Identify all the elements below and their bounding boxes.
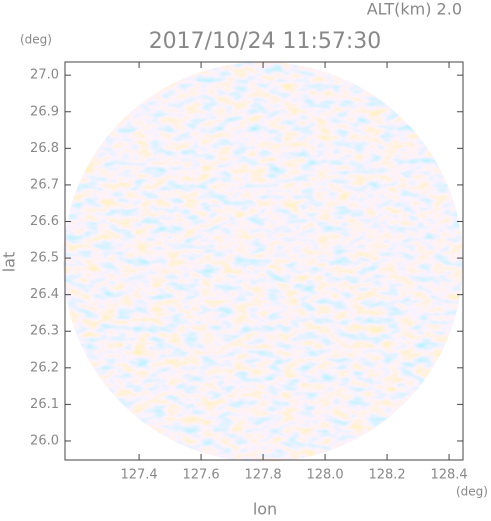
y-tick-label: 26.2 [30,360,59,375]
y-tick-label: 26.4 [30,287,59,302]
y-tick-label: 26.8 [30,141,59,156]
y-tick-label: 26.3 [30,324,59,339]
chart-title: 2017/10/24 11:57:30 [149,29,382,54]
y-tick-label: 26.5 [30,251,59,266]
radar-field [63,62,463,462]
x-tick-label: 128.4 [430,468,467,483]
x-unit: (deg) [456,485,488,499]
x-tick-label: 128.2 [368,468,405,483]
y-tick-label: 26.7 [30,177,59,192]
plot-frame [64,61,464,461]
x-axis-label: lon [253,500,277,519]
x-tick-label: 128.0 [306,468,343,483]
y-axis-label: lat [0,252,19,273]
x-tick-label: 127.4 [120,468,157,483]
y-tick-label: 27.0 [30,68,59,83]
y-tick-label: 26.9 [30,104,59,119]
x-tick-label: 127.8 [244,468,281,483]
altitude-label: ALT(km) 2.0 [367,0,462,19]
y-tick-label: 26.0 [30,433,59,448]
y-tick-label: 26.1 [30,397,59,412]
y-unit: (deg) [20,33,52,47]
y-tick-label: 26.6 [30,214,59,229]
radar-texture [63,62,463,462]
x-tick-label: 127.6 [182,468,219,483]
